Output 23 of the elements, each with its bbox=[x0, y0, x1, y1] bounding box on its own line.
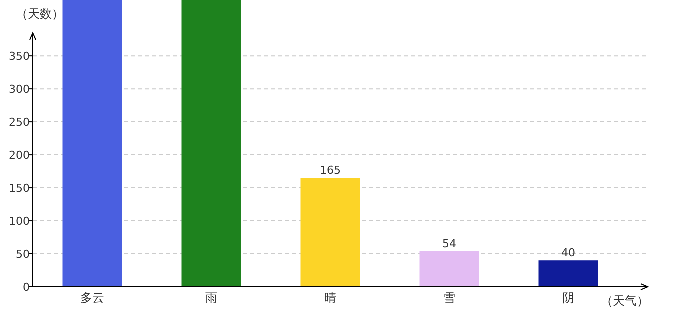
bar bbox=[300, 178, 360, 287]
bar bbox=[420, 251, 480, 287]
y-tick-label: 0 bbox=[23, 281, 30, 294]
bar bbox=[62, 0, 122, 287]
x-tick-label: 晴 bbox=[324, 291, 336, 305]
y-tick-label: 300 bbox=[9, 83, 30, 96]
x-tick-label: 阴 bbox=[562, 291, 574, 305]
bar bbox=[182, 0, 242, 287]
data-label: 40 bbox=[562, 246, 576, 260]
y-tick-label: 100 bbox=[9, 215, 30, 228]
y-tick-label: 50 bbox=[16, 248, 30, 262]
x-tick-label: 多云 bbox=[80, 291, 104, 305]
x-tick-label: 雪 bbox=[444, 291, 456, 305]
bar bbox=[538, 260, 598, 287]
data-label: 54 bbox=[442, 237, 456, 250]
x-axis-title: （天气） bbox=[601, 294, 649, 308]
x-tick-label: 雨 bbox=[206, 291, 218, 305]
y-tick-label: 150 bbox=[9, 182, 30, 196]
y-tick-label: 350 bbox=[9, 50, 30, 64]
data-label: 165 bbox=[320, 164, 341, 178]
y-axis-title: （天数） bbox=[16, 7, 64, 21]
y-tick-label: 250 bbox=[9, 116, 30, 130]
y-tick-label: 200 bbox=[9, 149, 30, 162]
